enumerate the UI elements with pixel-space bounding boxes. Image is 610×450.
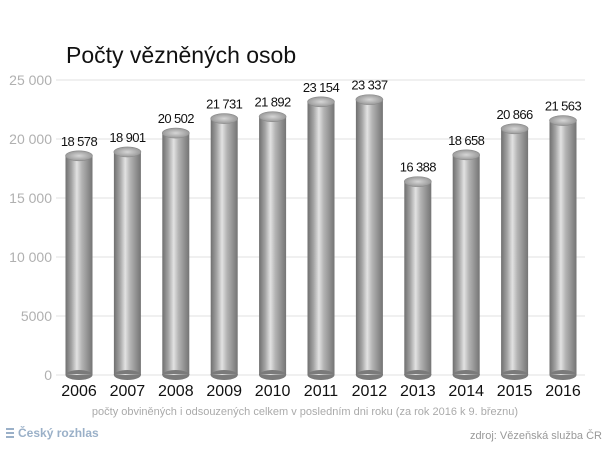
bar-top [500, 123, 529, 135]
x-tick-label: 2010 [255, 383, 291, 400]
bar-2011 [307, 96, 335, 380]
data-label: 23 337 [351, 78, 388, 93]
brand-logo: Český rozhlas [6, 426, 99, 440]
bar-base-cover [65, 374, 93, 375]
bar-body [210, 118, 238, 375]
bar-2012 [355, 94, 384, 380]
data-label: 23 154 [303, 80, 340, 95]
x-tick-label: 2009 [206, 383, 242, 400]
y-tick-label: 25 000 [9, 72, 52, 88]
bar-top [210, 113, 238, 124]
bar-body [501, 128, 529, 375]
data-label: 18 658 [448, 133, 485, 148]
chart-title: Počty vězněných osob [66, 42, 297, 68]
x-tick-label: 2013 [400, 383, 436, 400]
x-tick-label: 2016 [545, 383, 581, 400]
y-tick-label: 20 000 [9, 131, 52, 147]
bar-base-cover [355, 374, 383, 375]
bar-body [404, 181, 432, 375]
x-tick-label: 2007 [110, 383, 146, 400]
bar-body [549, 120, 577, 375]
bar-base-cover [452, 374, 480, 375]
bar-2015 [500, 123, 529, 380]
bar-body [162, 133, 190, 375]
bar-top [162, 127, 190, 139]
bar-top [403, 176, 432, 187]
data-label: 18 901 [109, 130, 146, 145]
bar-2009 [210, 113, 238, 380]
bar-top [113, 146, 142, 158]
bar-body [355, 99, 383, 375]
y-tick-label: 10 000 [9, 249, 52, 265]
bar-top [549, 115, 577, 126]
bar-top [452, 149, 481, 161]
bar-base-cover [210, 374, 238, 375]
y-tick-label: 5000 [21, 308, 52, 324]
bar-body [65, 155, 93, 375]
data-label: 21 563 [545, 99, 582, 114]
data-label: 21 892 [255, 95, 292, 110]
x-tick-label: 2011 [304, 383, 339, 400]
x-tick-label: 2014 [448, 383, 484, 400]
data-label: 16 388 [400, 160, 437, 175]
bar-2016 [549, 115, 577, 380]
x-tick-label: 2012 [352, 383, 388, 400]
x-tick-label: 2008 [158, 383, 194, 400]
bar-2008 [162, 127, 190, 380]
chart-subtitle: počty obviněných i odsouzených celkem v … [91, 406, 519, 418]
bar-2010 [258, 111, 287, 380]
bar-body [259, 116, 287, 375]
bar-body [113, 151, 141, 375]
brand-name: Český rozhlas [18, 426, 99, 440]
bar-base-cover [307, 374, 335, 375]
bar-base-cover [259, 374, 287, 375]
bar-base-cover [404, 374, 432, 375]
bar-2013 [403, 176, 432, 380]
bar-body [452, 154, 480, 375]
bar-top [307, 96, 335, 108]
data-label: 18 578 [61, 134, 98, 149]
bar-base-cover [501, 374, 529, 375]
x-tick-label: 2015 [497, 383, 533, 400]
bar-2006 [65, 150, 93, 380]
bar-body [307, 101, 335, 375]
bar-top [355, 94, 384, 105]
bar-base-cover [113, 374, 141, 375]
y-tick-label: 15 000 [9, 190, 52, 206]
x-tick-label: 2006 [61, 383, 97, 400]
source-note: zdroj: Vězeňská služba ČR [469, 430, 602, 442]
bar-2007 [113, 146, 142, 380]
brand-lines-icon [6, 426, 14, 440]
bar-top [65, 150, 93, 162]
data-label: 20 866 [497, 107, 534, 122]
bar-base-cover [162, 374, 190, 375]
y-tick-label: 0 [44, 367, 52, 383]
bar-top [258, 111, 287, 122]
data-label: 20 502 [158, 111, 195, 126]
bar-2014 [452, 149, 481, 380]
data-label: 21 731 [206, 97, 243, 112]
bar-base-cover [549, 374, 577, 375]
